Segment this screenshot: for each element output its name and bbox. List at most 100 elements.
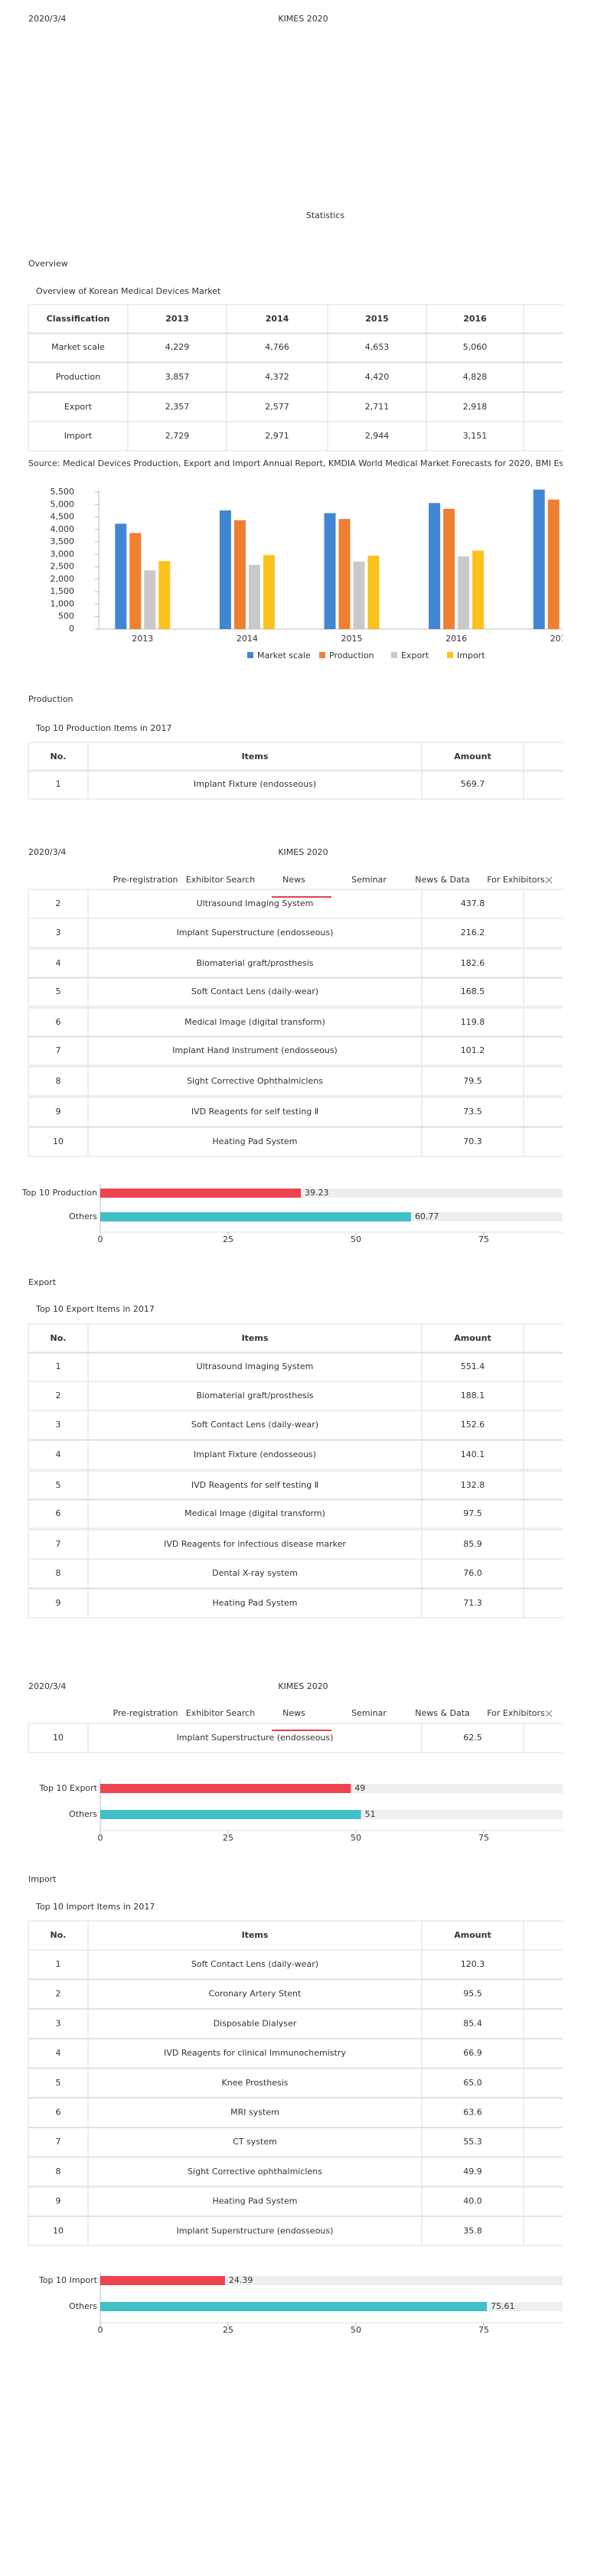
bar xyxy=(533,489,545,629)
nav-item[interactable]: For Exhibitors xyxy=(487,875,545,885)
table-cell: 119.8 xyxy=(461,1017,485,1027)
x-tick-label: 50 xyxy=(351,1234,361,1244)
nav-item[interactable]: News xyxy=(282,1708,305,1718)
table-cell: Medical Image (digital transform) xyxy=(184,1017,325,1027)
table-cell: Coronary Artery Stent xyxy=(209,1989,302,1999)
table-cell: Ultrasound Imaging System xyxy=(197,1361,314,1371)
bar xyxy=(100,1784,351,1793)
table-cell: 76.0 xyxy=(463,1568,482,1578)
table-cell: 4,420 xyxy=(365,372,390,382)
page-title: Statistics xyxy=(306,210,345,220)
bar-value-label: 51 xyxy=(365,1809,376,1819)
table-header-cell: Pr xyxy=(563,752,573,761)
table-cell: 4,766 xyxy=(265,342,289,352)
nav-item[interactable]: Exhibitor Search xyxy=(186,1708,255,1718)
table-cell: Export xyxy=(64,402,93,412)
table-cell: 437.8 xyxy=(461,898,485,908)
x-tick-label: 25 xyxy=(223,1833,233,1843)
x-tick-label: 2017 xyxy=(550,634,572,644)
bar xyxy=(233,520,246,629)
table-cell: 9 xyxy=(56,1598,61,1608)
table-cell: 6 xyxy=(56,1017,61,1027)
nav-item[interactable]: Seminar xyxy=(351,1708,387,1718)
table-cell: Heating Pad System xyxy=(213,1598,298,1608)
table-cell: 7 xyxy=(56,2137,61,2147)
nav-item[interactable]: News & Data xyxy=(415,1708,470,1718)
nav-item[interactable]: Seminar xyxy=(351,875,387,885)
legend-label: Market scale xyxy=(257,651,311,660)
table-cell: 168.5 xyxy=(461,986,485,996)
y-tick-label: 1,500 xyxy=(51,586,75,596)
bar-value-label: 24.39 xyxy=(229,2275,253,2285)
table-header-cell: Pr xyxy=(563,1333,573,1343)
table-header-cell: Pr xyxy=(563,1930,573,1940)
x-tick-label: 50 xyxy=(351,2325,361,2335)
x-tick-label: 2013 xyxy=(132,634,153,644)
table-cell: 4,372 xyxy=(265,372,289,382)
table-cell: 85.4 xyxy=(463,2018,482,2028)
table-cell: 182.6 xyxy=(461,958,485,968)
bar xyxy=(129,533,142,629)
table-cell: 3 xyxy=(56,2018,61,2028)
table-cell: Soft Contact Lens (daily-wear) xyxy=(191,986,318,996)
section-subheading: Top 10 Import Items in 2017 xyxy=(35,1902,155,1912)
table-cell: 569.7 xyxy=(461,779,485,789)
table-header-cell: Amount xyxy=(454,1333,491,1343)
print-date: 2020/3/4 xyxy=(28,14,66,24)
table-cell: Implant Superstructure (endosseous) xyxy=(177,928,334,937)
x-tick-label: 25 xyxy=(223,1234,233,1244)
table-cell: IVD Reagents for infectious disease mark… xyxy=(164,1539,346,1549)
legend-swatch xyxy=(247,652,253,658)
nav-item[interactable]: For Exhibitors xyxy=(487,1708,545,1718)
nav-item[interactable]: Exhibitor Search xyxy=(186,875,255,885)
section-heading: Overview xyxy=(28,259,68,269)
bar xyxy=(443,508,455,629)
table-cell: 71.3 xyxy=(463,1598,482,1608)
table-cell: 4 xyxy=(56,2048,61,2058)
y-tick-label: 5,500 xyxy=(51,487,75,497)
table-header-cell: Amount xyxy=(454,752,491,761)
table-header-cell: No. xyxy=(51,752,67,761)
table-cell: 6 xyxy=(56,1508,61,1518)
table-cell: 73.5 xyxy=(463,1107,482,1117)
table-cell: 2,918 xyxy=(463,402,488,412)
table-cell: 5,060 xyxy=(463,342,488,352)
table-header-cell: No. xyxy=(51,1930,67,1940)
bar xyxy=(248,565,260,629)
bar xyxy=(158,561,171,629)
nav-item[interactable]: Pre-registration xyxy=(113,1708,178,1718)
section-subheading: Top 10 Export Items in 2017 xyxy=(35,1304,155,1314)
table-cell: 55.3 xyxy=(463,2137,482,2147)
close-icon[interactable] xyxy=(545,1710,553,1717)
table-cell: 1 xyxy=(56,779,61,789)
nav-item[interactable]: News & Data xyxy=(415,875,470,885)
close-icon[interactable] xyxy=(545,876,553,884)
bar-category-label: Top 10 Import xyxy=(38,2275,98,2285)
print-date: 2020/3/4 xyxy=(28,847,66,857)
bar xyxy=(219,510,231,629)
x-tick-label: 75 xyxy=(478,1234,489,1244)
table-cell: 4 xyxy=(56,958,61,968)
print-site: KIMES 2020 xyxy=(278,847,328,857)
x-tick-label: 2015 xyxy=(341,634,363,644)
legend-label: Import xyxy=(457,651,485,660)
y-tick-label: 2,000 xyxy=(51,574,75,584)
table-cell: 140.1 xyxy=(461,1449,485,1459)
table-cell: Disposable Dialyser xyxy=(214,2018,297,2028)
table-cell: 120.3 xyxy=(461,1959,485,1969)
nav-item[interactable]: News xyxy=(282,875,305,885)
table-cell: 8 xyxy=(56,2167,61,2177)
table-header-cell: 2015 xyxy=(365,314,389,324)
table-cell: 70.3 xyxy=(463,1136,482,1146)
table-cell: Dental X-ray system xyxy=(212,1568,298,1578)
bar xyxy=(324,513,336,629)
table-cell: Ultrasound Imaging System xyxy=(197,898,314,908)
table-cell: Biomaterial graft/prosthesis xyxy=(197,958,314,968)
table-cell: Sight Corrective Ophthalmiclens xyxy=(187,1076,323,1086)
nav-item[interactable]: Pre-registration xyxy=(113,875,178,885)
table-cell: 2 xyxy=(56,1989,61,1999)
y-tick-label: 3,500 xyxy=(51,536,75,546)
table-cell: 6 xyxy=(56,2108,61,2118)
table-cell: MRI system xyxy=(230,2108,279,2118)
